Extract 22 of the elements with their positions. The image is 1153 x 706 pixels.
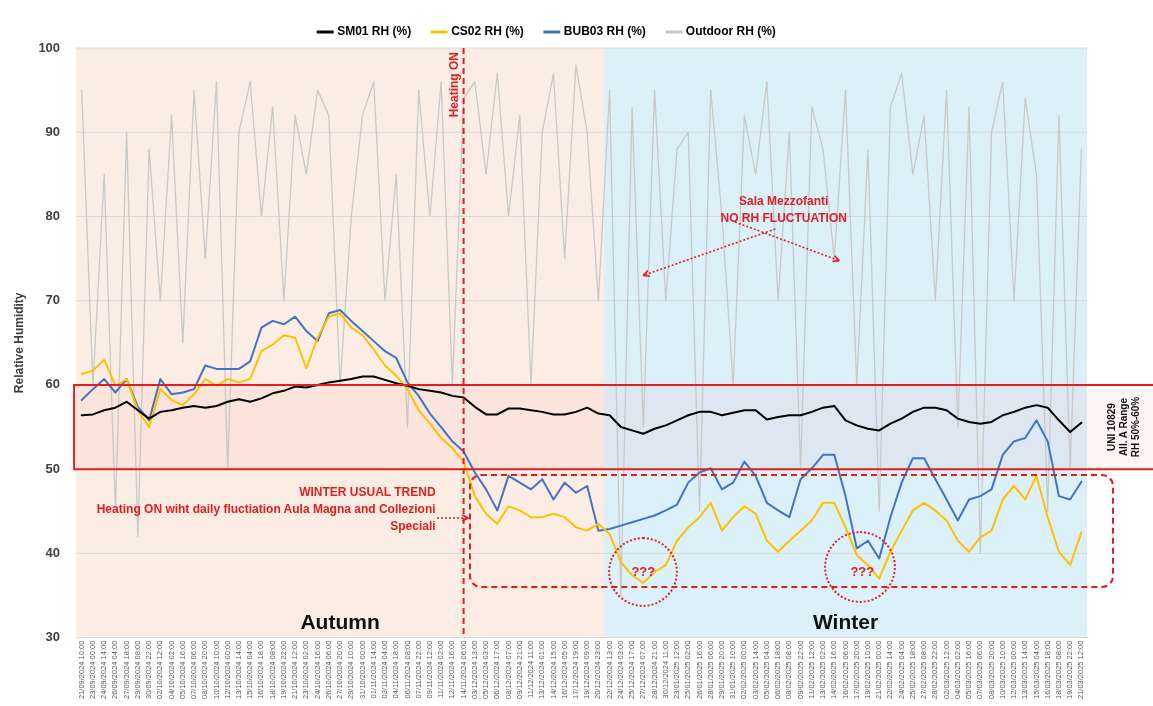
annotation: Sala Mezzofanti NO RH FLUCTUATION (720, 192, 847, 227)
y-tick-label: 100 (38, 39, 61, 55)
annotation: Heating ON wiht daily fluctiation Aula Magna and Collezioni Speciali (95, 501, 436, 536)
legend-label: Outdoor RH (%) (685, 24, 776, 39)
y-tick-label: 80 (45, 208, 61, 224)
annotation: WINTER USUAL TREND (299, 484, 436, 502)
y-tick-label: 60 (45, 376, 61, 392)
legend-label: BUB03 RH (%) (563, 24, 646, 39)
annotation: ??? (850, 563, 875, 581)
y-tick-label: 40 (45, 544, 61, 560)
y-axis-title: Relative Humidity (11, 292, 26, 394)
band-label: Autumn (300, 609, 380, 633)
legend-label: CS02 RH (%) (451, 24, 524, 39)
legend-label: SM01 RH (%) (337, 24, 412, 39)
y-tick-label: 30 (45, 629, 61, 645)
ref-line-label: Heating ON (446, 52, 461, 118)
band-label: Winter (812, 609, 879, 633)
annotation: ??? (631, 563, 656, 581)
y-tick-label: 70 (45, 292, 61, 308)
y-tick-label: 50 (45, 460, 61, 476)
band-label: UNI 10829 All. A Range RH 50%-60% (1105, 396, 1141, 458)
y-tick-label: 90 (45, 123, 61, 139)
